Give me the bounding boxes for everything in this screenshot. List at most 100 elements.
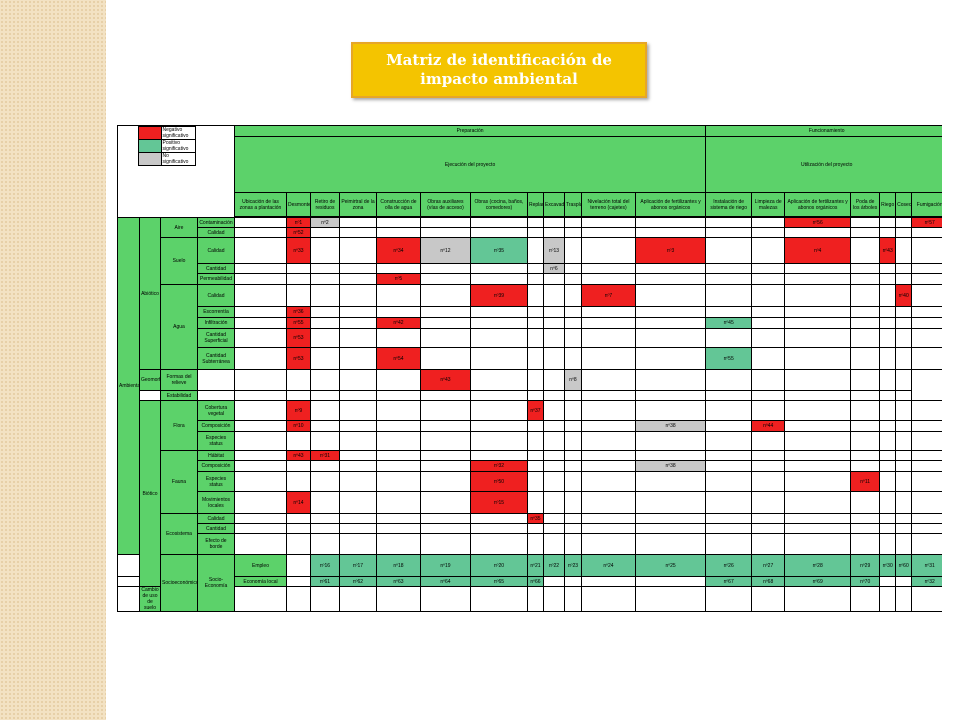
factor-label: Empleo [234, 554, 287, 577]
action-header: Poda de los árboles [850, 192, 881, 217]
factor-label: Formas del relieve [160, 369, 198, 391]
impact-cell: nº31 [911, 554, 942, 577]
impact-cell: nº13 [543, 237, 565, 264]
factor-label: Cantidad Superficial [197, 328, 235, 348]
impact-cell: nº6 [543, 263, 565, 274]
impact-cell: nº54 [376, 347, 421, 370]
system-label: Abiótico [139, 217, 161, 370]
action-header: Aplicación de fertilizantes y abonos org… [784, 192, 852, 217]
impact-cell: nº14 [286, 491, 311, 514]
impact-cell: nº19 [420, 554, 471, 577]
impact-cell: nº61 [310, 576, 340, 587]
factor-label: Contaminación [197, 217, 235, 228]
impact-cell: nº60 [895, 554, 913, 577]
factor-label: Economía local [234, 576, 287, 587]
legend-label: Negativo significativo [160, 126, 196, 140]
component-label: Suelo [160, 237, 198, 285]
impact-cell: nº32 [470, 460, 528, 472]
subphase-header: Ejecución del proyecto [233, 136, 707, 193]
impact-cell: nº52 [286, 227, 311, 238]
action-header: Limpieza de malezas [751, 192, 786, 217]
impact-cell: nº42 [376, 317, 421, 329]
factor-label: Cantidad Subterránea [197, 347, 235, 370]
impact-cell: nº2 [310, 217, 340, 228]
impact-cell: nº69 [784, 576, 852, 587]
impact-cell: nº39 [470, 284, 528, 307]
factor-label: Escorrentía [197, 306, 235, 318]
legend-label: No significativo [160, 152, 196, 166]
impact-cell: nº35 [527, 513, 544, 524]
action-header: Excavadores [543, 192, 565, 217]
system-label: Biótico [139, 400, 161, 587]
impact-cell: nº16 [310, 554, 340, 577]
impact-cell: nº50 [470, 471, 528, 492]
impact-cell: nº36 [286, 306, 311, 318]
page-title-box: Matriz de identificación de impacto ambi… [351, 42, 647, 98]
action-header: Retiro de residuos [310, 192, 340, 217]
impact-cell: nº56 [784, 217, 852, 228]
impact-cell: nº62 [339, 576, 377, 587]
action-header: Nivelación total del terreno (cajetes) [581, 192, 636, 217]
impact-cell: nº8 [564, 369, 582, 391]
impact-cell: nº40 [895, 284, 913, 307]
legend-label: Positivo significativo [160, 139, 196, 153]
action-header: Riego [879, 192, 897, 217]
factor-label: Cobertura vegetal [197, 400, 235, 421]
impact-cell: nº43 [286, 450, 311, 461]
factor-label: Calidad [197, 513, 235, 524]
impact-cell: nº63 [376, 576, 421, 587]
impact-matrix: Negativo significativo Positivo signific… [117, 125, 942, 627]
impact-cell: nº53 [286, 328, 311, 348]
phase-header: Funcionamiento [705, 125, 942, 137]
impact-cell: nº55 [705, 347, 753, 370]
impact-cell: nº4 [784, 237, 852, 264]
impact-cell: nº15 [470, 491, 528, 514]
component-label: Agua [160, 284, 198, 370]
factor-label: Estabilidad [160, 390, 198, 401]
impact-cell: nº20 [470, 554, 528, 577]
component-label: Geomorfología [139, 369, 161, 391]
impact-cell: nº37 [527, 400, 544, 421]
impact-cell: nº38 [634, 460, 707, 472]
factor-label: Especies status [197, 471, 235, 492]
component-label: Ecosistema [160, 513, 198, 555]
impact-cell: nº10 [286, 420, 311, 432]
factor-label: Composición [197, 420, 235, 432]
decorative-sidebar [0, 0, 106, 720]
phase-header: Preparación [233, 125, 707, 137]
impact-cell: nº25 [634, 554, 707, 577]
impact-cell: nº23 [564, 554, 582, 577]
impact-cell: nº33 [286, 237, 311, 264]
impact-cell: nº26 [705, 554, 753, 577]
action-header: Ubicación de las zonas a plantación [234, 192, 287, 217]
impact-cell: nº1 [286, 217, 311, 228]
impact-cell: nº22 [543, 554, 565, 577]
impact-cell: nº29 [850, 554, 881, 577]
legend-swatch-not-significant [137, 152, 162, 166]
factor-label: Calidad [197, 227, 235, 238]
impact-cell: nº67 [705, 576, 753, 587]
impact-cell: nº30 [879, 554, 897, 577]
impact-cell: nº18 [376, 554, 421, 577]
impact-cell: nº68 [751, 576, 786, 587]
system-label: Socioeconómico [160, 554, 198, 612]
impact-cell: nº12 [420, 237, 471, 264]
impact-cell: nº43 [879, 237, 897, 264]
impact-cell: nº11 [850, 471, 881, 492]
component-label: Aire [160, 217, 198, 238]
impact-cell: nº24 [581, 554, 636, 577]
impact-cell: nº45 [705, 317, 753, 329]
impact-cell: nº57 [911, 217, 942, 228]
factor-label: Efecto de borde [197, 533, 235, 555]
component-label: Flora [160, 400, 198, 451]
impact-cell: nº43 [420, 369, 471, 391]
factor-label: Calidad [197, 284, 235, 307]
component-label: Fauna [160, 450, 198, 514]
impact-cell: nº38 [634, 420, 707, 432]
factor-label: Permeabilidad [197, 273, 235, 285]
factor-label: Cantidad [197, 263, 235, 274]
action-header: Trasplante [564, 192, 582, 217]
action-header: Obras (cocina, baños, comedores) [470, 192, 528, 217]
impact-cell: nº34 [376, 237, 421, 264]
factor-label: Cambio de uso de suelo [139, 586, 161, 612]
